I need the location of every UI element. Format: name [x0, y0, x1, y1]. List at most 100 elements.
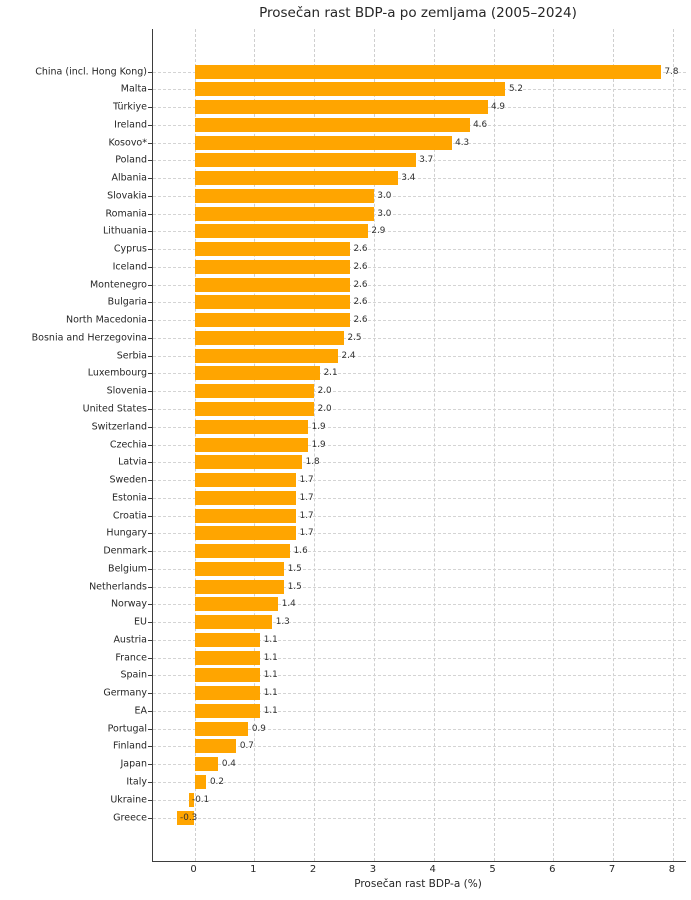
y-axis-label: Greece — [113, 812, 147, 823]
y-axis-label: Finland — [113, 740, 147, 752]
h-gridline — [152, 764, 686, 766]
y-axis-tick — [148, 302, 152, 304]
y-axis-tick — [148, 266, 152, 268]
bar — [194, 135, 452, 150]
x-tick-label: 7 — [608, 863, 616, 875]
y-axis-tick — [148, 728, 152, 730]
y-axis-label: Bulgaria — [107, 296, 147, 308]
value-label: 2.6 — [353, 297, 368, 308]
y-axis-tick — [148, 107, 152, 109]
y-axis-tick — [148, 124, 152, 126]
y-axis-tick — [148, 426, 152, 428]
y-axis-tick — [148, 781, 152, 783]
y-axis-label: Norway — [110, 598, 147, 610]
y-axis-label: Slovenia — [106, 385, 147, 397]
value-label: 1.7 — [299, 475, 314, 486]
h-gridline — [152, 391, 686, 393]
h-gridline — [152, 657, 686, 659]
value-label: 2.6 — [353, 261, 368, 272]
h-gridline — [152, 533, 686, 535]
y-axis-tick — [148, 799, 152, 801]
h-gridline — [152, 604, 686, 606]
y-axis-tick — [148, 639, 152, 641]
y-axis-label: Malta — [120, 83, 147, 95]
bar — [194, 579, 285, 594]
h-gridline — [152, 195, 686, 197]
h-gridline — [152, 551, 686, 553]
y-axis-tick — [148, 746, 152, 748]
value-label: 3.7 — [419, 155, 434, 166]
value-label: 3.0 — [377, 208, 392, 219]
h-gridline — [152, 675, 686, 677]
bar — [194, 686, 261, 701]
y-axis-tick — [148, 249, 152, 251]
bar — [194, 739, 237, 754]
bar — [194, 632, 261, 647]
chart-title: Prosečan rast BDP-a po zemljama (2005–20… — [259, 5, 577, 21]
y-axis-label: Slovakia — [107, 190, 147, 202]
y-axis-label: Austria — [113, 634, 147, 646]
y-axis-label: Poland — [115, 154, 147, 166]
h-gridline — [152, 249, 686, 251]
value-label: 1.7 — [299, 492, 314, 503]
plot-area — [151, 29, 686, 862]
y-axis-tick — [148, 710, 152, 712]
y-axis-label: Kosovo* — [108, 137, 147, 149]
h-gridline — [152, 426, 686, 428]
bar — [194, 224, 368, 239]
y-axis-label: United States — [82, 403, 147, 415]
h-gridline — [152, 266, 686, 268]
bar — [194, 668, 261, 683]
x-tick-label: 3 — [369, 863, 377, 875]
y-axis-tick — [148, 444, 152, 446]
y-axis-tick — [148, 586, 152, 588]
x-tick-label: 0 — [190, 863, 197, 875]
value-label: 4.3 — [455, 137, 470, 148]
h-gridline — [152, 515, 686, 517]
bar — [194, 153, 416, 168]
value-label: 1.8 — [305, 457, 320, 468]
y-axis-tick — [148, 568, 152, 570]
bar — [194, 384, 315, 399]
x-tick-label: 5 — [489, 863, 496, 875]
y-axis-tick — [148, 622, 152, 624]
y-axis-label: Germany — [103, 687, 147, 699]
y-axis-tick — [148, 764, 152, 766]
y-axis-label: Luxembourg — [87, 367, 147, 379]
y-axis-label: Lithuania — [102, 225, 147, 237]
bar — [194, 330, 344, 345]
x-tick-label: 2 — [309, 863, 317, 875]
y-axis-tick — [148, 817, 152, 819]
y-axis-tick — [148, 142, 152, 144]
y-axis-tick — [148, 195, 152, 197]
bar — [194, 100, 488, 115]
value-label: 2.9 — [371, 226, 386, 237]
y-axis-tick — [148, 533, 152, 535]
bar — [194, 508, 297, 523]
h-gridline — [152, 480, 686, 482]
y-axis-label: EU — [134, 616, 147, 628]
y-axis-tick — [148, 213, 152, 215]
y-axis-tick — [148, 320, 152, 322]
y-axis-label: Estonia — [112, 492, 147, 504]
h-gridline — [152, 337, 686, 339]
y-axis-label: Montenegro — [89, 279, 147, 291]
y-axis-tick — [148, 551, 152, 553]
bar — [194, 437, 309, 452]
value-label: 1.7 — [299, 528, 314, 539]
value-label: 1.3 — [275, 617, 290, 628]
h-gridline — [152, 746, 686, 748]
y-axis-label: Sweden — [109, 474, 147, 486]
y-axis-label: Japan — [120, 758, 148, 770]
h-gridline — [152, 568, 686, 570]
value-label: 0.9 — [251, 723, 266, 734]
y-axis-tick — [148, 497, 152, 499]
y-axis-tick — [148, 231, 152, 233]
value-label: 1.9 — [311, 439, 326, 450]
y-axis-label: EA — [134, 705, 147, 717]
x-tick-label: 8 — [668, 863, 676, 875]
y-axis-label: Hungary — [106, 527, 147, 539]
value-label: 2.6 — [353, 244, 368, 255]
y-axis-label: China (incl. Hong Kong) — [35, 66, 147, 77]
value-label: 1.9 — [311, 421, 326, 432]
